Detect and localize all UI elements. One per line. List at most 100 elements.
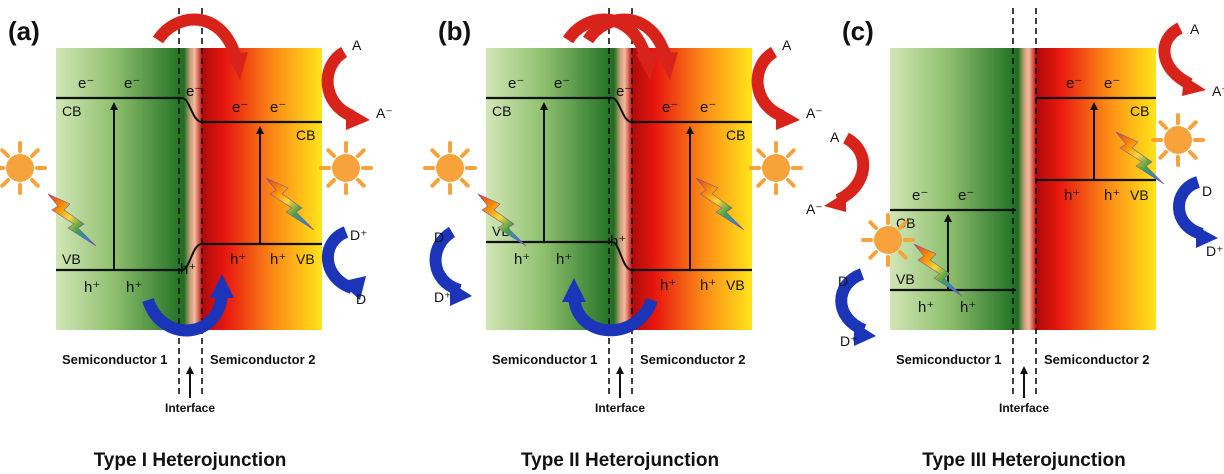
hole-transfer-arrow-head [210, 274, 234, 298]
interface-electron: e⁻ [186, 83, 202, 100]
cb-band-bend [181, 97, 203, 123]
sun-ray [30, 148, 40, 158]
sun-ray [898, 250, 908, 260]
sun-ray [1158, 150, 1168, 160]
sun-icon [319, 141, 373, 195]
vb-band-bend [181, 243, 203, 271]
donor-arrow-head [450, 282, 472, 306]
donor-oxidized-label-sc1: D⁺ [840, 333, 858, 349]
sun-ray [786, 148, 796, 158]
cb-band-bend [611, 97, 633, 123]
electron-transfer-arrow [582, 13, 672, 60]
sun-disc [6, 154, 34, 182]
acceptor-arrow-head [776, 106, 800, 130]
sun-disc [436, 154, 464, 182]
donor-oxidized-label: D⁺ [1206, 243, 1224, 259]
acceptor-label: A [1190, 21, 1200, 37]
sc2-hole: h⁺ [1064, 187, 1080, 204]
sc1-hole: h⁺ [84, 279, 100, 296]
sc2-electron: e⁻ [1066, 75, 1082, 92]
semiconductor-1-block [890, 48, 1018, 330]
sun-ray [1188, 120, 1198, 130]
sc2-hole: h⁺ [270, 251, 286, 268]
acceptor-label: A [352, 37, 362, 53]
sc1-electron: e⁻ [78, 75, 94, 92]
interface-region [614, 48, 632, 330]
sun-disc [874, 226, 902, 254]
semiconductor-2-label: Semiconductor 2 [1044, 352, 1149, 367]
hole-transfer-arrow-head [562, 278, 586, 302]
sc2-electron: e⁻ [232, 99, 248, 116]
sc1-electron: e⁻ [124, 75, 140, 92]
light-bolt-icon [47, 193, 97, 247]
panel-label: (a) [8, 16, 40, 46]
sc2-cb-label: CB [1130, 103, 1149, 119]
light-bolt-icon [265, 177, 315, 231]
panel-title: Type II Heterojunction [521, 450, 719, 471]
sun-disc [1164, 126, 1192, 154]
acceptor-arrow-sc1-head [824, 192, 846, 212]
light-bolt-icon [913, 243, 963, 297]
sc1-cb-label: CB [492, 103, 511, 119]
sun-icon [0, 141, 47, 195]
semiconductor-1-block [486, 48, 614, 330]
semiconductor-2-label: Semiconductor 2 [210, 352, 315, 367]
sun-ray [0, 178, 10, 188]
interface-region [1018, 48, 1036, 330]
semiconductor-1-label: Semiconductor 1 [492, 352, 597, 367]
sc2-cb-label: CB [296, 127, 315, 143]
light-bolt-icon [695, 177, 745, 231]
acceptor-reduced-label: A⁻ [376, 105, 393, 121]
sun-ray [1158, 120, 1168, 130]
panel-c: (c) Interface Semiconductor 1 Semiconductor… [806, 8, 1224, 471]
acceptor-arrow [1158, 22, 1193, 90]
acceptor-arrow-sc1 [835, 132, 870, 206]
sun-ray [460, 148, 470, 158]
panel-a: (a) Interface Semiconductor 1 Semiconductor… [0, 8, 393, 471]
sc1-electron: e⁻ [554, 75, 570, 92]
interface-hole: h⁺ [180, 261, 196, 278]
sun-ray [326, 178, 336, 188]
panel-title: Type III Heterojunction [922, 450, 1125, 471]
sc2-hole: h⁺ [700, 277, 716, 294]
panel-label: (c) [842, 16, 874, 46]
acceptor-label-sc1: A [830, 129, 840, 145]
sc1-cb-label: CB [62, 103, 81, 119]
acceptor-arrow-head [346, 106, 370, 130]
panel-b: (b) Interface Semiconductor 1 Semiconductor… [423, 8, 823, 471]
sc1-electron: e⁻ [508, 75, 524, 92]
interface-label: Interface [999, 401, 1049, 415]
sun-ray [356, 178, 366, 188]
hole-transfer-arrow [142, 289, 228, 337]
acceptor-arrow [751, 46, 785, 122]
light-bolt-icon [1115, 131, 1165, 185]
electron-transfer-arrow [562, 13, 652, 60]
sc1-vb-label: VB [896, 271, 915, 287]
sc1-hole: h⁺ [556, 251, 572, 268]
sun-ray [430, 178, 440, 188]
donor-arrow [322, 226, 355, 294]
sun-icon [1151, 113, 1205, 167]
sun-ray [868, 220, 878, 230]
sun-ray [898, 220, 908, 230]
sc1-electron: e⁻ [912, 187, 928, 204]
semiconductor-1-block [56, 48, 184, 330]
sun-icon [423, 141, 477, 195]
electron-transfer-arrow-head [226, 52, 248, 80]
electron-transfer-arrow [152, 13, 242, 60]
sun-disc [332, 154, 360, 182]
sun-disc [762, 154, 790, 182]
sc2-electron: e⁻ [700, 99, 716, 116]
light-bolt-icon [477, 193, 527, 247]
donor-oxidized-label: D⁺ [434, 289, 452, 305]
sc2-cb-label: CB [726, 127, 745, 143]
sc1-hole: h⁺ [126, 279, 142, 296]
interface-region [184, 48, 202, 330]
sun-ray [756, 178, 766, 188]
semiconductor-1-label: Semiconductor 1 [62, 352, 167, 367]
donor-arrow [1173, 176, 1205, 240]
sun-ray [356, 148, 366, 158]
sc2-hole: h⁺ [1104, 187, 1120, 204]
acceptor-arrow-head [1182, 76, 1206, 96]
acceptor-reduced-label: A⁻ [1212, 83, 1224, 99]
